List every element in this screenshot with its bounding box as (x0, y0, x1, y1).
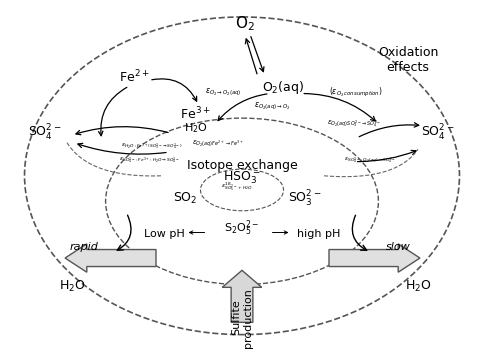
Ellipse shape (106, 118, 378, 285)
Text: S$_2$O$_5^{2-}$: S$_2$O$_5^{2-}$ (224, 218, 260, 238)
Text: $\varepsilon_{O_2(aq) \to O_2}$: $\varepsilon_{O_2(aq) \to O_2}$ (254, 101, 290, 112)
FancyArrowPatch shape (245, 39, 257, 74)
Text: Oxidation
effects: Oxidation effects (378, 46, 438, 74)
Text: Isotope exchange: Isotope exchange (187, 159, 297, 172)
FancyArrowPatch shape (76, 127, 168, 135)
Text: $\varepsilon_{O_2 \to O_2(aq)}$: $\varepsilon_{O_2 \to O_2(aq)}$ (205, 87, 242, 98)
Text: Sulfite
production: Sulfite production (231, 288, 253, 348)
Text: $\varepsilon_{H_2O:Fe^{3+}(SO_3^{2-}\to SO_4^{2-})}$: $\varepsilon_{H_2O:Fe^{3+}(SO_3^{2-}\to … (121, 142, 183, 152)
Text: Fe$^{2+}$: Fe$^{2+}$ (119, 68, 150, 85)
Text: Low pH: Low pH (144, 229, 184, 239)
Text: ($\varepsilon_{O_2\,consumption}$): ($\varepsilon_{O_2\,consumption}$) (329, 86, 383, 99)
Text: rapid: rapid (69, 242, 98, 252)
Text: $\varepsilon_{SO_4^{2-}:O_2(aq)\to SO_4^{2-}}$: $\varepsilon_{SO_4^{2-}:O_2(aq)\to SO_4^… (344, 156, 396, 166)
Text: O$_2$(aq): O$_2$(aq) (262, 79, 304, 96)
FancyArrowPatch shape (272, 231, 287, 234)
Text: H$_2$O: H$_2$O (183, 122, 208, 136)
Text: H$_2$O: H$_2$O (405, 279, 431, 294)
Text: SO$_4^{2-}$: SO$_4^{2-}$ (421, 123, 454, 143)
FancyArrowPatch shape (78, 143, 166, 154)
FancyArrowPatch shape (190, 231, 205, 234)
Text: high pH: high pH (297, 229, 341, 239)
FancyArrow shape (329, 244, 420, 272)
Text: $\varepsilon_{O_2(aq)SO_3^{2-}\to SO_4^{2-}}$: $\varepsilon_{O_2(aq)SO_3^{2-}\to SO_4^{… (327, 119, 381, 129)
Text: HSO$_3^-$: HSO$_3^-$ (223, 170, 261, 186)
FancyArrowPatch shape (352, 215, 367, 250)
FancyArrowPatch shape (99, 87, 127, 136)
FancyArrowPatch shape (218, 94, 267, 121)
FancyArrowPatch shape (152, 79, 197, 101)
FancyArrowPatch shape (117, 215, 131, 250)
Text: O$_2$: O$_2$ (235, 14, 255, 33)
FancyArrowPatch shape (358, 150, 416, 162)
Text: $\varepsilon_{SO_4^{2-}:Fe^{3+}:H_2O\to SO_4^{2-}}$: $\varepsilon_{SO_4^{2-}:Fe^{3+}:H_2O\to … (120, 156, 180, 166)
FancyArrow shape (65, 244, 156, 272)
FancyArrowPatch shape (359, 123, 419, 137)
FancyArrow shape (222, 270, 262, 322)
Text: Fe$^{3+}$: Fe$^{3+}$ (180, 106, 211, 122)
Text: SO$_3^{2-}$: SO$_3^{2-}$ (287, 188, 321, 209)
Text: SO$_2$: SO$_2$ (173, 191, 198, 206)
Text: $\varepsilon_{O_2(aq)Fe^{2+}\to Fe^{3+}}$: $\varepsilon_{O_2(aq)Fe^{2+}\to Fe^{3+}}… (192, 138, 244, 148)
Text: slow: slow (386, 242, 410, 252)
Text: H$_2$O: H$_2$O (59, 279, 85, 294)
FancyArrowPatch shape (304, 93, 375, 121)
Text: $\varepsilon^{18}_{SO_5^{2-}+H_2O}$: $\varepsilon^{18}_{SO_5^{2-}+H_2O}$ (221, 181, 253, 193)
FancyArrowPatch shape (251, 36, 264, 72)
Text: SO$_4^{2-}$: SO$_4^{2-}$ (28, 123, 61, 143)
